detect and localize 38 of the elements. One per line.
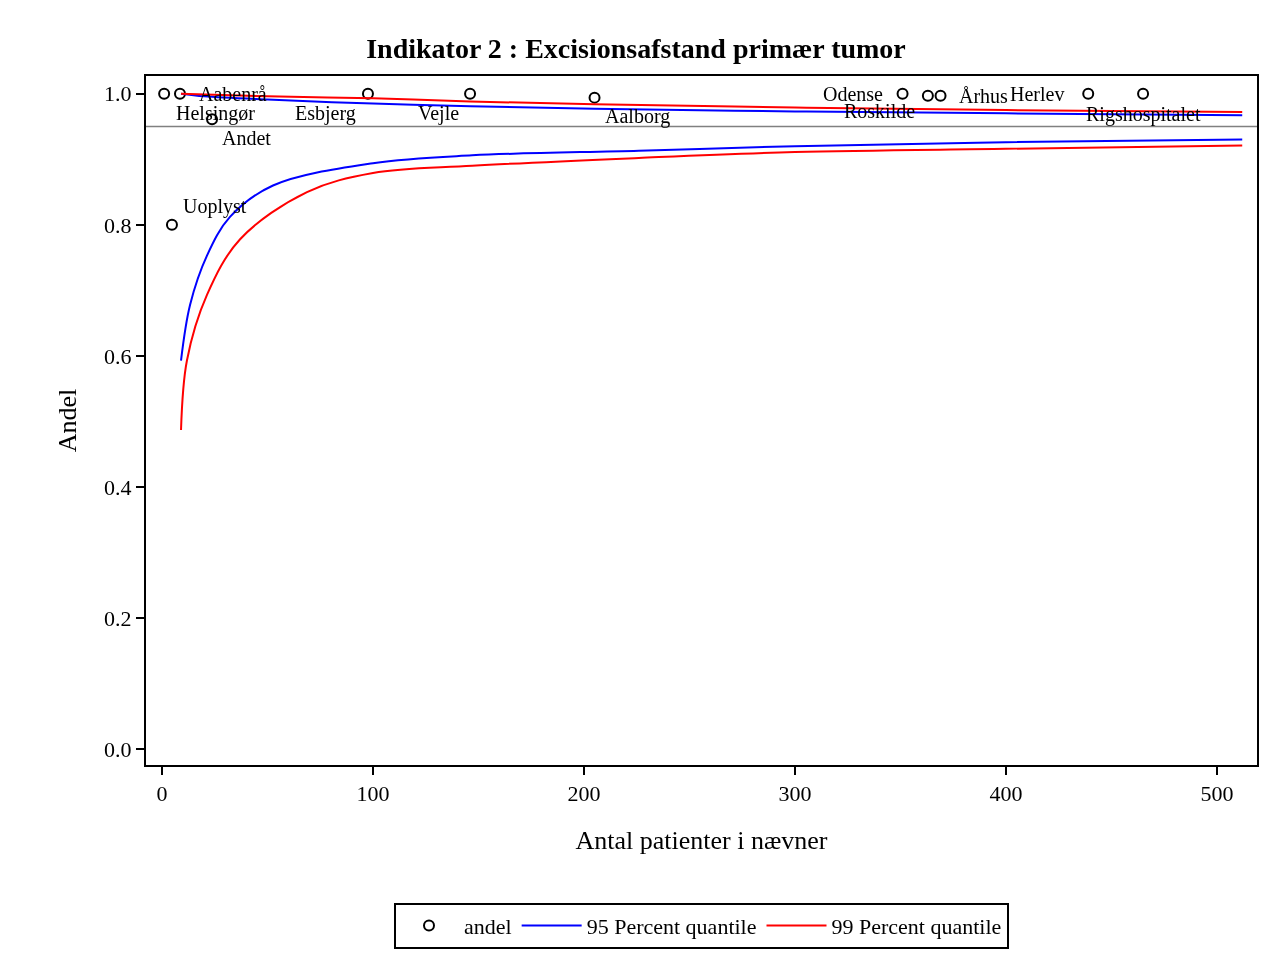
- point: [361, 87, 374, 100]
- annotation: Andet: [222, 127, 272, 149]
- annotation: Herlev: [1010, 83, 1065, 105]
- annotation: Århus: [959, 85, 1009, 107]
- chart-title: Indikator 2 : Excisionsafstand primær tumor: [366, 32, 906, 64]
- point: [1137, 87, 1150, 100]
- annotation: Odense: [823, 83, 884, 105]
- point: [588, 91, 601, 104]
- y-tick-label: 1.0: [104, 81, 132, 107]
- y-tick-label: 0.6: [104, 343, 132, 369]
- point: [464, 87, 477, 100]
- y-tick-label: 0.4: [104, 474, 132, 500]
- legend-label: 95 Percent quantile: [586, 914, 757, 940]
- line-series: [180, 144, 1244, 432]
- annotation: Helsingør: [176, 102, 256, 125]
- annotation: Aalborg: [605, 105, 671, 128]
- annotation: Esbjerg: [295, 102, 356, 125]
- legend-label: andel: [464, 914, 512, 940]
- y-tick-label: 0.2: [104, 605, 132, 631]
- x-tick-label: 300: [778, 781, 812, 807]
- x-tick-label: 0: [156, 781, 168, 807]
- point: [896, 87, 909, 100]
- point: [173, 87, 186, 100]
- point: [934, 89, 947, 102]
- x-axis-title: Antal patienter i nævner: [575, 825, 828, 855]
- x-tick-label: 400: [989, 781, 1023, 807]
- annotation: Vejle: [418, 102, 460, 125]
- y-tick-label: 0.8: [104, 212, 132, 238]
- y-axis-title: Andel: [53, 388, 82, 453]
- y-tick-label: 0.0: [104, 736, 132, 762]
- x-tick-label: 200: [567, 781, 601, 807]
- point: [1082, 87, 1095, 100]
- x-tick-label: 500: [1200, 781, 1234, 807]
- point: [158, 87, 171, 100]
- x-tick-label: 100: [356, 781, 390, 807]
- legend-label: 99 Percent quantile: [831, 914, 1002, 940]
- point: [165, 218, 178, 231]
- point: [921, 89, 934, 102]
